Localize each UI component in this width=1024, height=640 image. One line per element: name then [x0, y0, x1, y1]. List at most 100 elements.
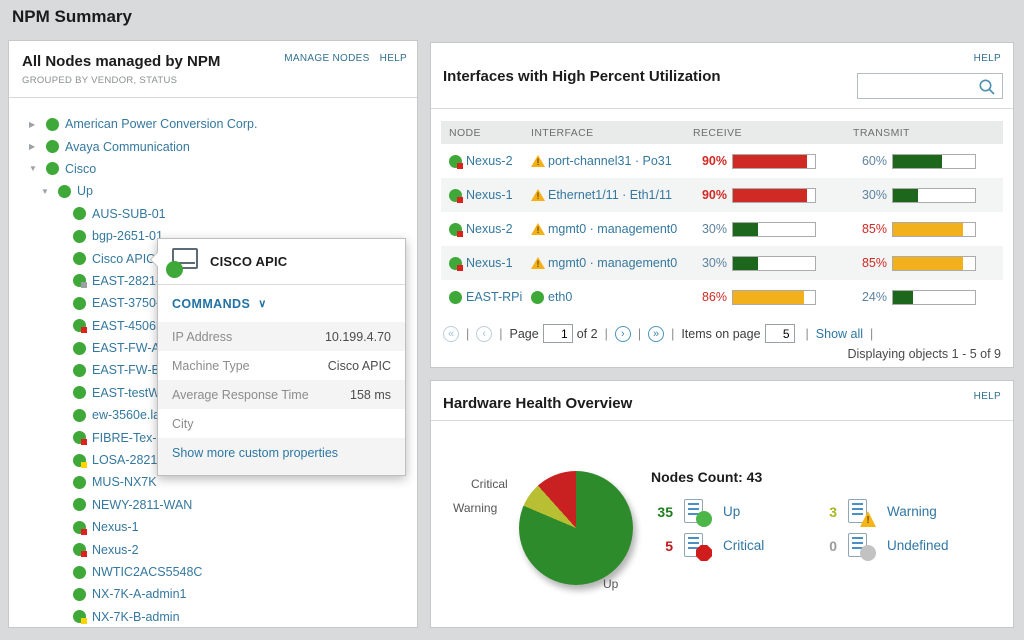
separator: |: [637, 326, 642, 341]
tree-node-american-power-conversion-corp[interactable]: ▶ American Power Conversion Corp.: [9, 113, 417, 135]
manage-nodes-link[interactable]: MANAGE NODES: [284, 53, 370, 64]
utilization-percent: 30%: [861, 188, 887, 202]
pagination-bar: « | ‹ | Page of 2 | › | » | Items on pag…: [443, 324, 1003, 343]
utilization-bar-fill: [733, 256, 758, 270]
tree-node-east-2821[interactable]: EAST-2821-: [9, 270, 417, 292]
property-label: Machine Type: [172, 358, 250, 373]
tree-node-east-fw-a[interactable]: EAST-FW-A: [9, 337, 417, 359]
tree-node-label: EAST-testW: [92, 385, 161, 400]
up-badge-icon: [696, 511, 712, 527]
tree-node-cisco-apic[interactable]: Cisco APIC: [9, 247, 417, 269]
tree-node-nexus-2[interactable]: Nexus-2: [9, 538, 417, 560]
tree-node-bgp-2651-01[interactable]: bgp-2651-01: [9, 225, 417, 247]
page-title: NPM Summary: [12, 7, 132, 26]
table-body: Nexus-2port-channel31 · Po3190%60%Nexus-…: [441, 144, 1003, 314]
property-value: 10.199.4.70: [324, 329, 391, 344]
node-status-icon: [73, 587, 86, 601]
tree-node-cisco[interactable]: ▼ Cisco: [9, 158, 417, 180]
tree-node-east-testw[interactable]: EAST-testW: [9, 382, 417, 404]
node-status-icon: [73, 296, 86, 310]
utilization-percent: 85%: [861, 256, 887, 270]
interface-link[interactable]: mgmt0 · management0: [548, 256, 678, 270]
utilization-bar: [732, 255, 816, 271]
interface-link[interactable]: eth0: [548, 290, 573, 304]
hardware-title: Hardware Health Overview: [443, 395, 633, 412]
popup-property-row: IP Address 10.199.4.70: [158, 322, 405, 351]
tree-node-mus-nx7k[interactable]: MUS-NX7K: [9, 471, 417, 493]
tree-node-newy-2811-wan[interactable]: NEWY-2811-WAN: [9, 494, 417, 516]
commands-dropdown[interactable]: COMMANDS ∨: [158, 285, 405, 322]
utilization-percent: 24%: [861, 290, 887, 304]
tree-node-label: EAST-FW-A: [92, 341, 160, 356]
tree-node-nx-7k-a-admin1[interactable]: NX-7K-A-admin1: [9, 583, 417, 605]
prev-page-button[interactable]: ‹: [476, 325, 493, 342]
status-badge-yellow: [81, 461, 87, 468]
node-status-icon: [73, 520, 87, 535]
node-cell: Nexus-1: [441, 256, 531, 271]
tree-node-nexus-1[interactable]: Nexus-1: [9, 516, 417, 538]
node-status-icon: [46, 162, 59, 176]
tree-node-label: MUS-NX7K: [92, 475, 157, 490]
legend-link-up[interactable]: Up: [723, 504, 741, 519]
items-on-page-label: Items on page: [681, 326, 761, 341]
tree-node-east-4506e[interactable]: EAST-4506E: [9, 315, 417, 337]
tree-node-ew-3560e-la[interactable]: ew-3560e.la: [9, 404, 417, 426]
node-status-icon: [73, 341, 86, 355]
tree-node-nwtic2acs5548c[interactable]: NWTIC2ACS5548C: [9, 561, 417, 583]
all-nodes-header: All Nodes managed by NPM GROUPED BY VEND…: [9, 41, 417, 98]
tree-node-losa-2821[interactable]: LOSA-2821: [9, 449, 417, 471]
first-page-button[interactable]: «: [443, 325, 459, 342]
commands-label: COMMANDS: [172, 296, 251, 311]
receive-cell: 90%: [693, 153, 853, 169]
tree-node-east-3750[interactable]: EAST-3750-: [9, 292, 417, 314]
chevron-down-icon: ∨: [258, 298, 267, 310]
node-link[interactable]: Nexus-2: [466, 222, 513, 236]
collapse-arrow-icon[interactable]: ▼: [41, 186, 49, 196]
node-link[interactable]: Nexus-1: [466, 188, 513, 202]
utilization-percent: 30%: [701, 256, 727, 270]
document-icon: [848, 499, 867, 523]
utilization-bar: [892, 187, 976, 203]
expand-arrow-icon[interactable]: ▶: [29, 142, 36, 152]
expand-arrow-icon[interactable]: ▶: [29, 119, 36, 129]
next-page-button[interactable]: ›: [614, 325, 631, 342]
items-on-page-input[interactable]: [764, 324, 795, 343]
col-node: NODE: [449, 126, 481, 139]
interface-link[interactable]: Ethernet1/11 · Eth1/11: [548, 188, 672, 202]
interface-link[interactable]: port-channel31 · Po31: [548, 154, 672, 168]
tree-node-nx-7k-b-admin[interactable]: NX-7K-B-admin: [9, 606, 417, 628]
show-all-link[interactable]: Show all: [815, 326, 864, 341]
utilization-bar: [732, 221, 816, 237]
node-link[interactable]: Nexus-1: [466, 256, 513, 270]
node-cell: Nexus-2: [441, 222, 531, 237]
search-input[interactable]: [862, 76, 976, 96]
collapse-arrow-icon[interactable]: ▼: [29, 164, 37, 174]
legend-link-warning[interactable]: Warning: [887, 504, 937, 519]
node-link[interactable]: Nexus-2: [466, 154, 513, 168]
interface-link[interactable]: mgmt0 · management0: [548, 222, 678, 236]
help-link[interactable]: HELP: [973, 53, 1001, 64]
node-status-icon: [73, 274, 87, 289]
property-label: Average Response Time: [172, 387, 309, 402]
help-link[interactable]: HELP: [973, 391, 1001, 402]
tree-node-avaya-communication[interactable]: ▶ Avaya Communication: [9, 135, 417, 157]
separator: |: [671, 326, 675, 341]
tree-node-aus-sub-01[interactable]: AUS-SUB-01: [9, 203, 417, 225]
tree-node-fibre-tex-n[interactable]: FIBRE-Tex-N: [9, 426, 417, 448]
page-number-input[interactable]: [542, 324, 573, 343]
node-link[interactable]: EAST-RPi: [466, 290, 523, 304]
table-row: Nexus-1 Ethernet1/11 · Eth1/11 90% 30%: [441, 178, 1003, 212]
node-cell: EAST-RPi: [441, 290, 531, 304]
tree-node-up[interactable]: ▼ Up: [9, 180, 417, 202]
search-box: [857, 73, 1003, 99]
legend-link-critical[interactable]: Critical: [723, 538, 765, 553]
tree-node-east-fw-b[interactable]: EAST-FW-B: [9, 359, 417, 381]
node-status-icon: [73, 431, 87, 446]
help-link[interactable]: HELP: [379, 53, 407, 64]
table-header-row: NODE INTERFACE RECEIVE TRANSMIT: [441, 121, 1003, 144]
show-more-properties-link[interactable]: Show more custom properties: [158, 438, 405, 467]
legend-link-undefined[interactable]: Undefined: [887, 538, 949, 553]
last-page-button[interactable]: »: [648, 325, 665, 342]
search-icon[interactable]: [978, 78, 996, 96]
